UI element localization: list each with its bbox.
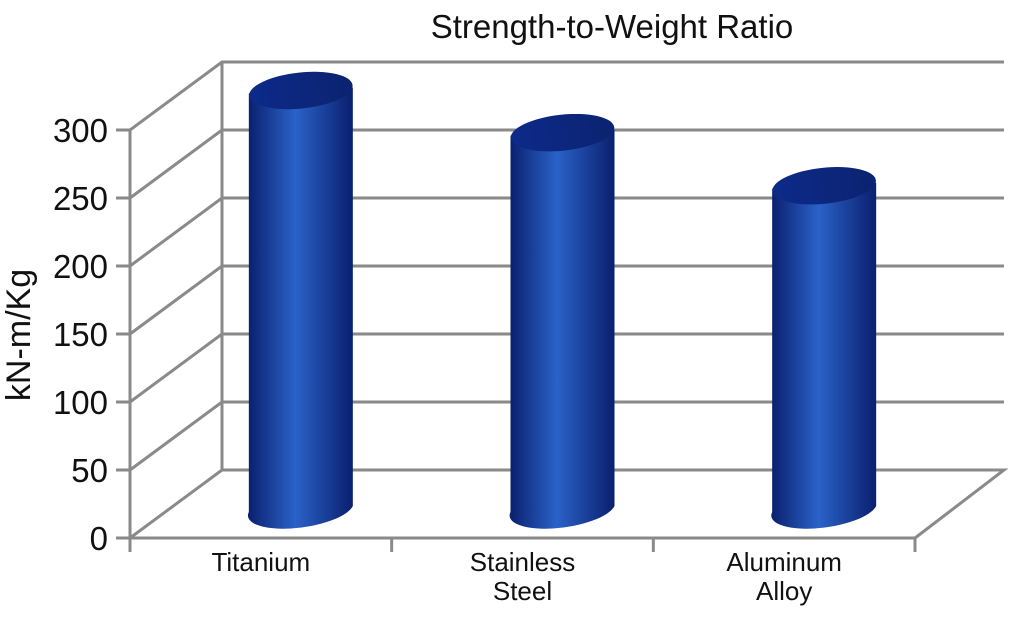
y-axis-label: kN-m/Kg xyxy=(0,269,38,401)
y-tick-label: 200 xyxy=(53,248,108,285)
bar xyxy=(771,167,877,529)
y-tick-label: 250 xyxy=(53,180,108,217)
x-tick-label: Aluminum Alloy xyxy=(726,547,842,606)
y-tick-label: 150 xyxy=(53,316,108,353)
x-tick-label: Titanium xyxy=(211,547,310,577)
chart-title: Strength-to-Weight Ratio xyxy=(431,8,794,45)
y-tick-label: 100 xyxy=(53,384,108,421)
bars-layer xyxy=(247,71,877,529)
x-tick-label: Stainless Steel xyxy=(470,547,576,606)
y-tick-label: 0 xyxy=(90,520,108,557)
axes-layer xyxy=(116,60,1009,552)
labels-layer: 0 50 100 150 200 250 300 Titanium Stainless Steel… xyxy=(53,112,842,606)
bar xyxy=(509,113,615,529)
bar xyxy=(247,71,353,529)
y-tick-label: 50 xyxy=(71,452,108,489)
y-tick-label: 300 xyxy=(53,112,108,149)
